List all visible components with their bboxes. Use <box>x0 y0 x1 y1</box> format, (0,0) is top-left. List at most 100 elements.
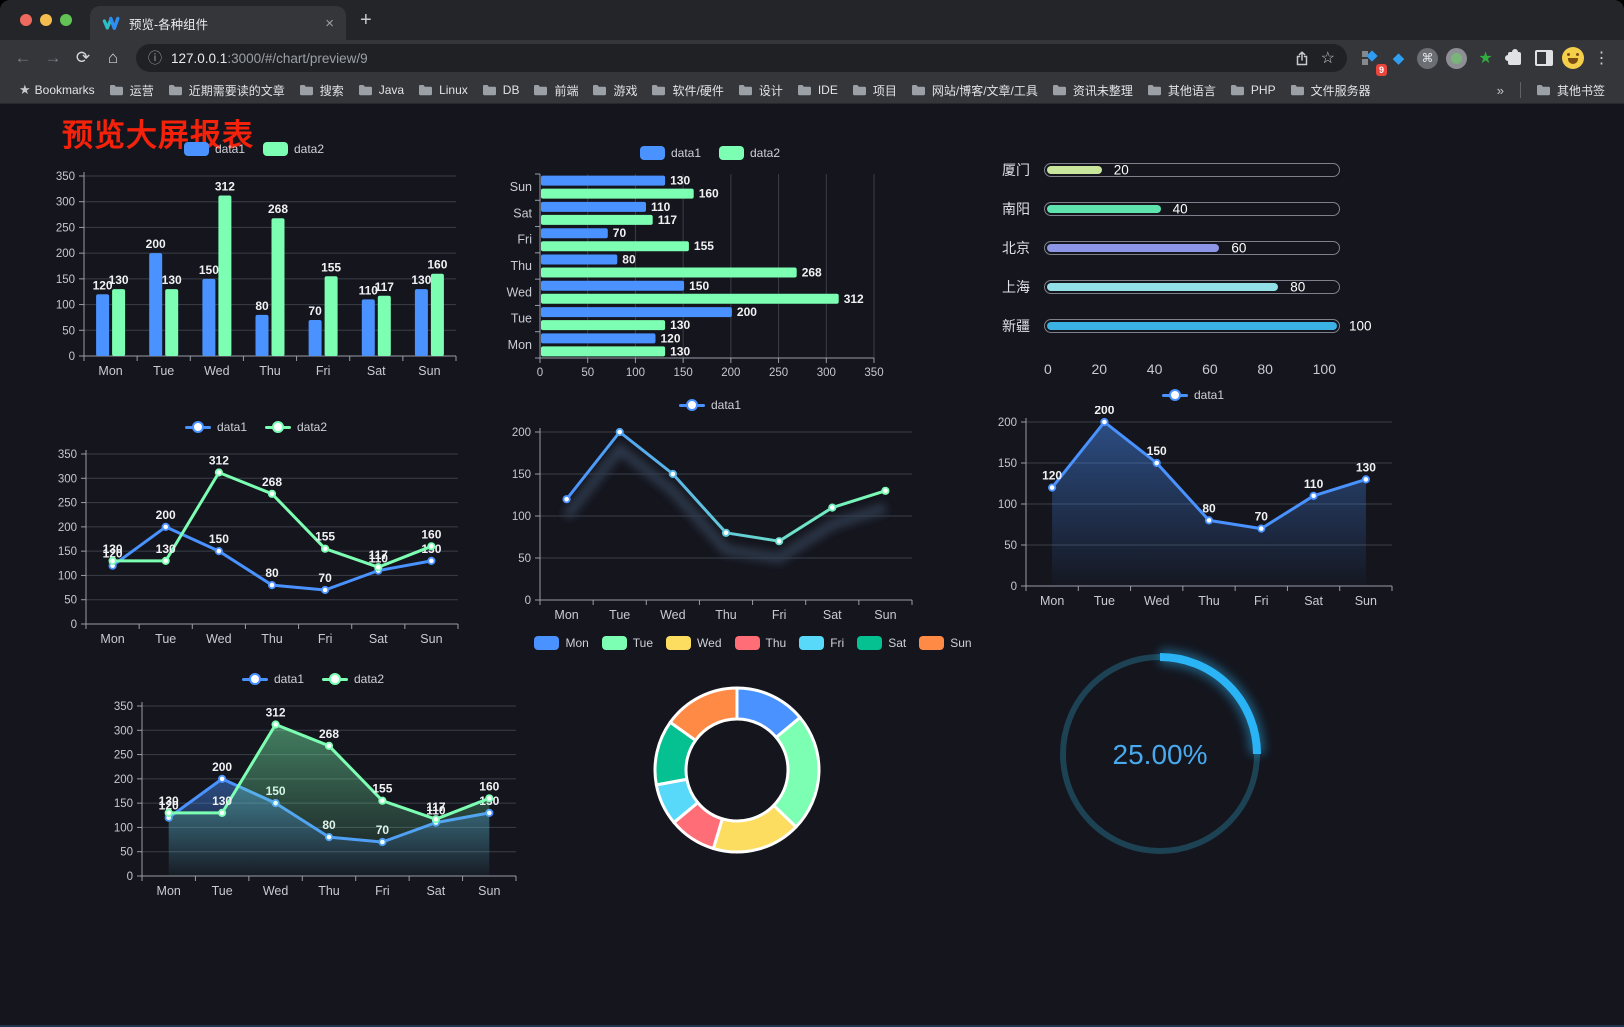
plot-area[interactable]: 0 50 100 150 200 250 300 350 Mon Tue Wed Thu Fri Sat S… <box>96 690 530 906</box>
bookmark-folder[interactable]: 文件服务器 <box>1283 80 1378 101</box>
plot-area[interactable]: 0 50 100 150 200 Mon Tue Wed Thu Fri Sat Sun <box>494 416 926 630</box>
legend-marker <box>639 146 665 160</box>
plot-area[interactable]: 0 50 100 150 200 250 300 350 Sun Sat Fri Thu Wed Tue M… <box>494 164 926 390</box>
bookmark-folder[interactable]: 网站/博客/文章/工具 <box>904 80 1045 101</box>
reload-button[interactable]: ⟳ <box>75 48 91 67</box>
legend-item[interactable]: Tue <box>601 636 653 650</box>
svg-text:100: 100 <box>998 499 1017 511</box>
legend-item[interactable]: data2 <box>263 142 324 156</box>
recorder-extension-icon[interactable] <box>1442 44 1471 73</box>
chart-grouped-bar[interactable]: data1 data2 0 50 100 150 200 250 300 350 Mon Tue Wed… <box>38 138 470 386</box>
legend-item[interactable]: data1 <box>241 672 304 686</box>
minimize-window-button[interactable] <box>40 14 52 26</box>
bar <box>96 294 110 356</box>
legend-item[interactable]: Sun <box>919 636 972 650</box>
bookmark-star-icon[interactable]: ☆ <box>1320 50 1335 67</box>
bookmark-folder[interactable]: Linux <box>411 81 475 99</box>
legend-item[interactable]: Sat <box>857 636 906 650</box>
legend-item[interactable]: Mon <box>534 636 589 650</box>
chart-multi-line[interactable]: data1 data2 0 50 100 150 200 250 300 350 Mon Tue Wed… <box>40 416 472 654</box>
side-panel-icon[interactable] <box>1529 44 1558 73</box>
bookmark-folder[interactable]: PHP <box>1223 81 1283 99</box>
progress-row[interactable]: 南阳 40 <box>986 189 1406 228</box>
legend-item[interactable]: data2 <box>719 146 780 160</box>
legend-item[interactable]: data1 <box>639 146 701 160</box>
gem-extension-icon[interactable]: ◆ <box>1392 50 1405 67</box>
bookmark-folder[interactable]: DB <box>475 81 527 99</box>
plot-area[interactable]: 0 50 100 150 200 250 300 350 Mon Tue Wed Thu Fri Sat S… <box>40 438 472 654</box>
zoom-window-button[interactable] <box>60 14 72 26</box>
plot-area[interactable]: 0 50 100 150 200 250 300 350 Mon Tue Wed Thu Fri Sat S… <box>38 160 470 386</box>
bookmark-folder[interactable]: 近期需要读的文章 <box>161 80 292 101</box>
progress-row[interactable]: 上海 80 <box>986 267 1406 306</box>
legend-item[interactable]: data1 <box>1161 388 1224 402</box>
legend-item[interactable]: data1 <box>184 420 247 434</box>
bookmark-folder[interactable]: IDE <box>790 81 845 99</box>
tab-close-icon[interactable]: × <box>325 14 334 32</box>
svg-text:117: 117 <box>375 280 395 294</box>
site-info-icon[interactable]: ⓘ <box>148 50 162 66</box>
url-text[interactable]: 127.0.0.1:3000/#/chart/preview/9 <box>171 51 1283 66</box>
svg-text:120: 120 <box>1042 469 1062 483</box>
close-window-button[interactable] <box>20 14 32 26</box>
pie-slice[interactable] <box>668 686 739 742</box>
svg-text:100: 100 <box>114 822 133 834</box>
green-star-extension-icon[interactable]: ★ <box>1478 50 1493 67</box>
back-button[interactable]: ← <box>14 48 32 67</box>
extensions-puzzle-icon[interactable] <box>1500 44 1529 73</box>
legend-item[interactable]: Thu <box>734 636 786 650</box>
chart-area-line[interactable]: data1 0 50 100 150 200 Mon Tue Wed Thu Fri Sat Sun 1… <box>980 384 1406 616</box>
bookmark-folder[interactable]: 项目 <box>845 80 904 101</box>
progress-row[interactable]: 北京 60 <box>986 228 1406 267</box>
bookmark-folder[interactable]: 其他语言 <box>1140 80 1223 101</box>
home-button[interactable]: ⌂ <box>107 48 119 67</box>
progress-label: 厦门 <box>1002 161 1030 178</box>
chart-horizontal-bar[interactable]: data1 data2 0 50 100 150 200 250 300 350 Sun Sat Fri… <box>494 142 926 390</box>
plot-area[interactable] <box>540 654 966 892</box>
bookmark-folder[interactable]: 软件/硬件 <box>644 80 730 101</box>
bookmarks-manager[interactable]: ★ Bookmarks <box>19 82 95 97</box>
profile-avatar[interactable] <box>1558 44 1587 73</box>
svg-text:200: 200 <box>998 417 1017 429</box>
other-bookmarks-folder[interactable]: 其他书签 <box>1529 80 1612 101</box>
progress-track: 60 <box>1044 240 1340 255</box>
bookmark-folder[interactable]: 运营 <box>102 80 161 101</box>
legend-item[interactable]: data1 <box>183 142 245 156</box>
command-extension-icon[interactable]: ⌘ <box>1413 44 1442 73</box>
bookmark-folder[interactable]: 前端 <box>526 80 585 101</box>
bar <box>414 289 428 356</box>
bookmarks-overflow-icon[interactable]: » <box>1496 82 1504 98</box>
plot-area[interactable]: 0 50 100 150 200 Mon Tue Wed Thu Fri Sat Sun 120 200 1… <box>980 406 1406 616</box>
share-icon[interactable] <box>1295 50 1309 66</box>
chart-multi-area-line[interactable]: data1 data2 0 50 100 150 200 250 300 350 Mon Tue We… <box>96 668 530 906</box>
svg-text:150: 150 <box>58 546 77 558</box>
menu-icon[interactable]: ⋮ <box>1593 50 1610 67</box>
bookmarks-star-icon: ★ <box>19 82 31 97</box>
legend-item[interactable]: data2 <box>265 420 327 434</box>
bookmark-folder[interactable]: 设计 <box>731 80 790 101</box>
new-tab-button[interactable]: + <box>360 8 372 31</box>
address-bar[interactable]: ⓘ 127.0.0.1:3000/#/chart/preview/9 ☆ <box>136 44 1347 72</box>
progress-value: 60 <box>1231 240 1247 255</box>
bookmark-folder[interactable]: 搜索 <box>292 80 351 101</box>
bar <box>541 241 689 252</box>
chart-gauge[interactable]: 25.00% <box>1040 632 1280 884</box>
browser-tab[interactable]: 预览-各种组件 × <box>90 6 346 40</box>
legend-item[interactable]: data1 <box>678 398 741 412</box>
chart-gradient-line[interactable]: data1 0 50 100 150 200 Mon Tue Wed Thu Fri Sat Sun <box>494 394 926 630</box>
progress-row[interactable]: 厦门 20 <box>986 150 1406 189</box>
svg-text:300: 300 <box>817 367 836 379</box>
legend-item[interactable]: Fri <box>799 636 844 650</box>
forward-button[interactable]: → <box>44 48 62 67</box>
legend-item[interactable]: data2 <box>322 672 384 686</box>
bookmark-folder[interactable]: 游戏 <box>585 80 644 101</box>
plot-area[interactable]: 25.00% <box>1040 632 1280 884</box>
chart-progress-bars[interactable]: 厦门 20 南阳 40 北京 60 上海 80 新疆 1 <box>986 144 1406 396</box>
svg-text:0: 0 <box>127 871 133 883</box>
bookmark-folder[interactable]: 资讯未整理 <box>1045 80 1140 101</box>
progress-row[interactable]: 新疆 100 <box>986 306 1406 345</box>
chart-donut[interactable]: Mon Tue Wed Thu Fri Sat Sun <box>534 632 972 894</box>
grid-extension-icon[interactable]: 9 <box>1355 44 1387 76</box>
legend-item[interactable]: Wed <box>666 636 722 650</box>
bookmark-folder[interactable]: Java <box>351 81 411 99</box>
